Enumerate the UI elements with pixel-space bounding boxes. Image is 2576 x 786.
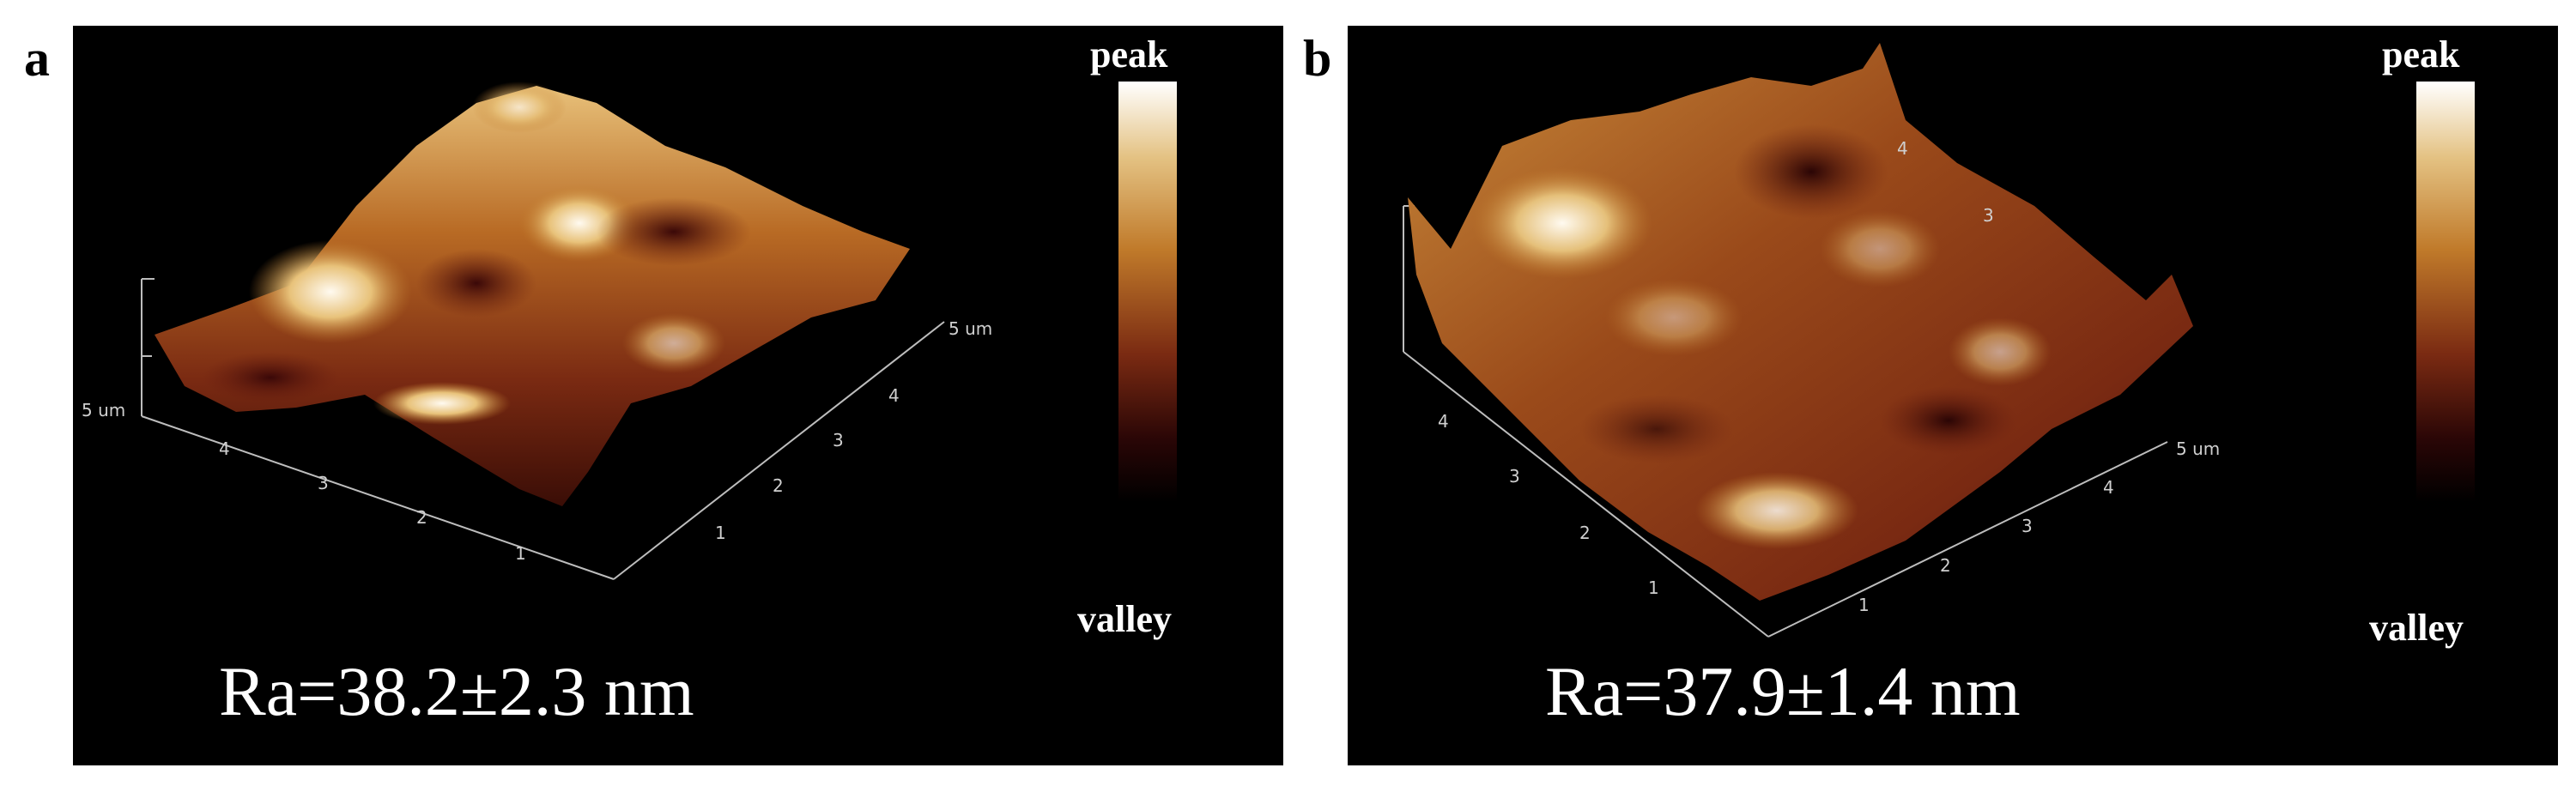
axes-a bbox=[141, 278, 945, 580]
afm-panel-b: 4 3 2 1 5 um 4 3 2 1 4 3 peak valley Ra=… bbox=[1348, 26, 2558, 765]
tick-b-left-2: 2 bbox=[1579, 523, 1591, 543]
height-color-scale-b bbox=[2416, 82, 2475, 502]
tick-b-right-2: 2 bbox=[1940, 555, 1951, 576]
axis-unit-b-right: 5 um bbox=[2176, 438, 2220, 459]
tick-a-side-4: 4 bbox=[888, 385, 900, 406]
tick-b-right-4: 4 bbox=[2103, 477, 2114, 498]
axis-unit-a-right: 5 um bbox=[949, 318, 992, 339]
scale-peak-label-a: peak bbox=[1090, 33, 1168, 76]
tick-b-back-4: 4 bbox=[1897, 138, 1908, 159]
axes-b bbox=[1403, 205, 2168, 638]
scale-peak-label-b: peak bbox=[2382, 33, 2460, 76]
scale-valley-label-b: valley bbox=[2369, 607, 2464, 649]
axis-unit-a-left: 5 um bbox=[82, 400, 125, 420]
tick-b-left-1: 1 bbox=[1648, 577, 1659, 598]
afm-surface-a: 5 um 4 3 2 1 5 um 4 3 2 1 bbox=[82, 82, 992, 580]
tick-b-right-3: 3 bbox=[2021, 516, 2033, 536]
scale-valley-label-a: valley bbox=[1077, 598, 1172, 640]
tick-b-right-1: 1 bbox=[1858, 595, 1870, 615]
tick-a-side-2: 2 bbox=[773, 475, 784, 496]
afm-surface-b: 4 3 2 1 5 um 4 3 2 1 4 3 bbox=[1403, 43, 2220, 638]
surface-a bbox=[155, 86, 910, 506]
height-color-scale-a bbox=[1118, 82, 1177, 502]
tick-a-front-3: 3 bbox=[318, 473, 329, 493]
roughness-value-b: Ra=37.9±1.4 nm bbox=[1545, 652, 2021, 730]
afm-panel-a: 5 um 4 3 2 1 5 um 4 3 2 1 peak valley Ra… bbox=[73, 26, 1283, 765]
tick-a-front-4: 4 bbox=[219, 438, 230, 459]
roughness-value-a: Ra=38.2±2.3 nm bbox=[219, 652, 694, 730]
tick-b-left-4: 4 bbox=[1438, 411, 1449, 432]
tick-a-front-1: 1 bbox=[515, 543, 526, 564]
panel-label-b: b bbox=[1303, 30, 1332, 87]
tick-b-back-3: 3 bbox=[1983, 205, 1994, 226]
panel-label-a: a bbox=[24, 30, 50, 87]
tick-a-side-3: 3 bbox=[833, 430, 844, 450]
tick-a-front-2: 2 bbox=[416, 507, 427, 528]
tick-b-left-3: 3 bbox=[1509, 466, 1520, 487]
tick-a-side-1: 1 bbox=[715, 523, 726, 543]
